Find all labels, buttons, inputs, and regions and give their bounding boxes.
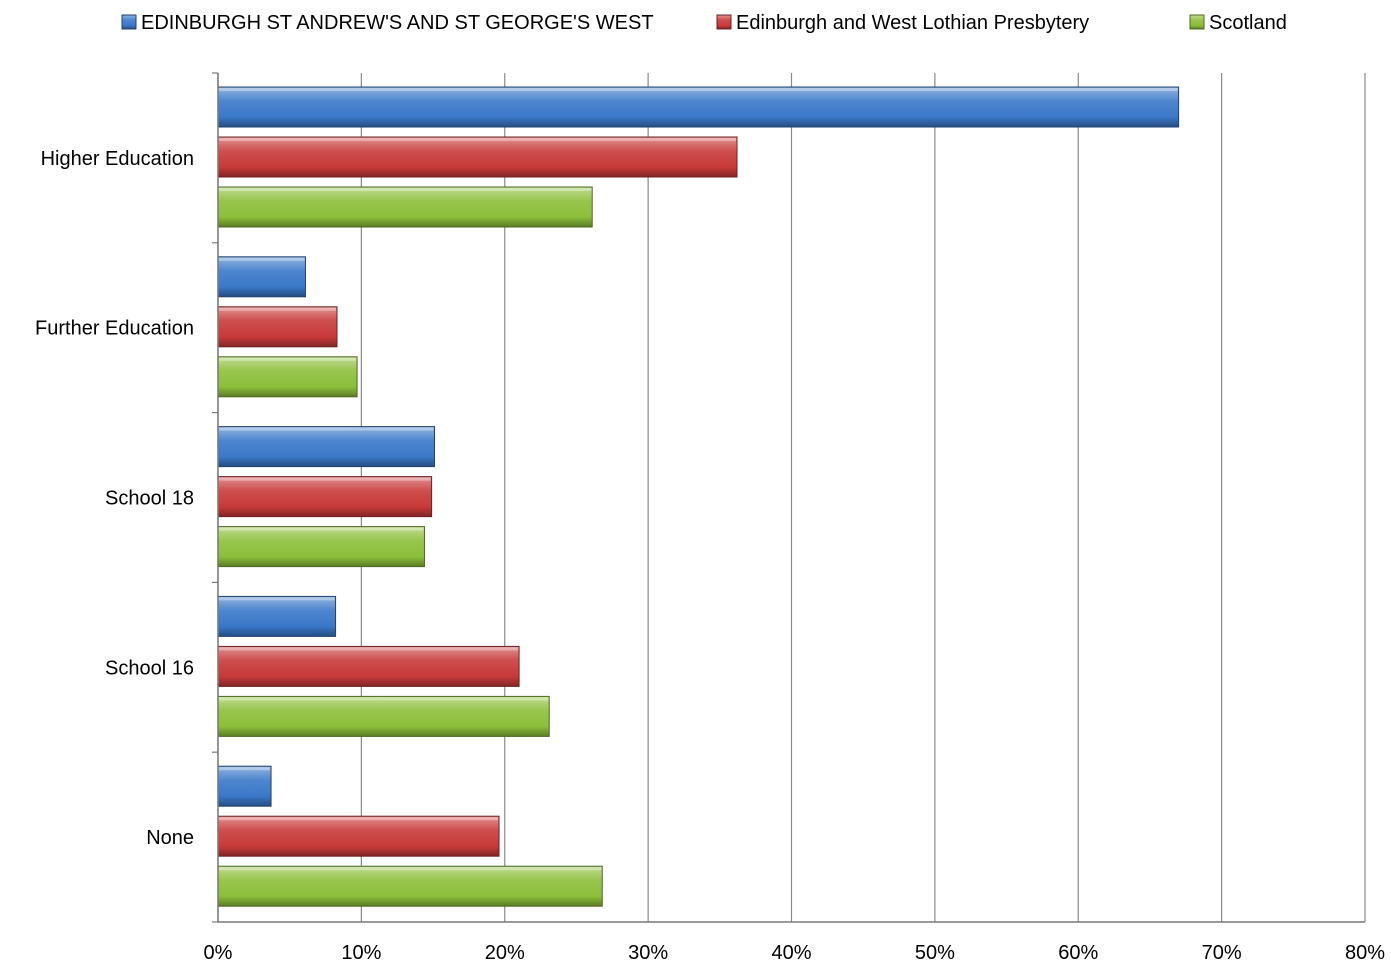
bar-highlight [219, 477, 431, 481]
category-label: School 16 [105, 657, 194, 679]
x-tick-label: 70% [1202, 942, 1242, 964]
bar-highlight [219, 597, 335, 601]
x-tick-label: 60% [1058, 942, 1098, 964]
x-tick-label: 20% [485, 942, 525, 964]
x-tick-label: 40% [771, 942, 811, 964]
bar [217, 526, 425, 568]
legend-swatch [121, 14, 137, 30]
bar [217, 86, 1180, 128]
bar [217, 136, 738, 178]
bar [217, 765, 272, 807]
bars [217, 86, 1180, 907]
bar [217, 476, 433, 518]
x-tick-label: 30% [628, 942, 668, 964]
x-tick-label: 10% [341, 942, 381, 964]
category-label: Further Education [35, 318, 194, 340]
bar [217, 356, 358, 398]
bar [217, 815, 500, 857]
bar [217, 595, 337, 637]
legend-label: Scotland [1209, 12, 1287, 34]
bar-highlight [219, 647, 519, 651]
bar-highlight [219, 88, 1178, 91]
bar [217, 306, 338, 348]
bar [217, 645, 520, 687]
bar-highlight [219, 357, 357, 361]
bar [217, 695, 550, 737]
bar-highlight [219, 188, 592, 191]
category-label: None [146, 827, 194, 849]
bar [217, 186, 593, 228]
x-tick-label: 50% [915, 942, 955, 964]
legend-label: Edinburgh and West Lothian Presbytery [736, 12, 1089, 34]
category-label: Higher Education [41, 148, 194, 170]
x-tick-labels: 0% 10% 20% 30% 40% 50% 60% 70% 80% [204, 942, 1386, 964]
bar [217, 426, 435, 468]
bar-highlight [219, 138, 737, 141]
x-tick-label: 80% [1345, 942, 1385, 964]
bar-highlight [219, 697, 549, 701]
bar-highlight [219, 257, 305, 261]
bar [217, 256, 306, 298]
bar-highlight [219, 817, 499, 821]
bar-highlight [219, 307, 337, 311]
category-label: School 18 [105, 488, 194, 510]
x-tick-label: 0% [204, 942, 233, 964]
bar-highlight [219, 427, 434, 431]
legend-label: EDINBURGH ST ANDREW'S AND ST GEORGE'S WE… [141, 12, 654, 34]
legend-swatch [716, 14, 732, 30]
legend: EDINBURGH ST ANDREW'S AND ST GEORGE'S WE… [121, 12, 1287, 34]
bar [217, 865, 603, 907]
bar-highlight [219, 867, 602, 871]
category-labels: Higher Education Further Education School … [35, 148, 194, 849]
legend-swatch [1189, 14, 1205, 30]
axes [212, 72, 1365, 923]
bar-highlight [219, 527, 424, 531]
bar-highlight [219, 767, 271, 771]
